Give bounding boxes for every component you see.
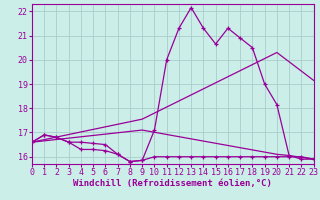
- X-axis label: Windchill (Refroidissement éolien,°C): Windchill (Refroidissement éolien,°C): [73, 179, 272, 188]
